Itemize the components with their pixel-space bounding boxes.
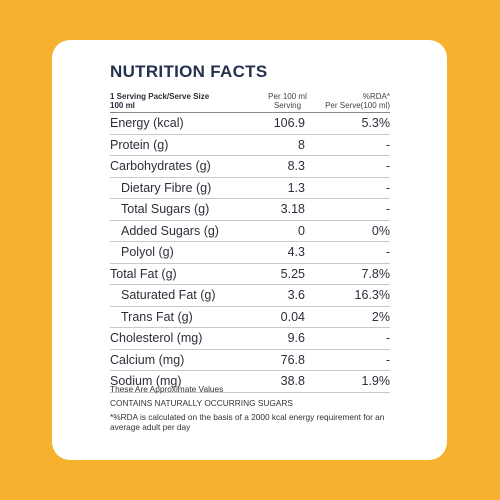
table-cell: - [385,159,390,174]
table-cell: 1.9% [361,374,391,389]
table-row: Calcium (mg) 76.8 - [110,350,390,371]
table-cell: Energy (kcal) [110,116,184,131]
table-cell: 0.04 [280,309,305,324]
table-cell: - [385,331,390,346]
table-cell: 1.3 [287,180,305,195]
table-cell: 3.18 [280,202,305,217]
table-cell: Calcium (mg) [110,352,185,367]
table-cell: 5.3% [361,116,391,131]
table-cell: - [385,180,390,195]
table-cell: 5.25 [280,266,305,281]
header-line: 100 ml [110,101,135,110]
table-row: Total Sugars (g) 3.18 - [110,199,390,221]
table-cell: 106.9 [273,116,305,131]
table-row: Cholesterol (mg) 9.6 - [110,328,390,350]
table-cell: Dietary Fibre (g) [121,180,212,195]
table-row: Trans Fat (g) 0.04 2% [110,307,390,328]
table-cell: Total Sugars (g) [121,202,210,217]
table-row: Saturated Fat (g) 3.6 16.3% [110,285,390,307]
header-line: Serving [273,101,302,110]
table-cell: 16.3% [354,288,390,303]
footnote: CONTAINS NATURALLY OCCURRING SUGARS [110,398,293,408]
table-row: Sodium (mg) 38.8 1.9% [110,371,390,393]
table-cell: Cholesterol (mg) [110,331,203,346]
table-cell: Added Sugars (g) [121,223,219,238]
table-row: Energy (kcal) 106.9 5.3% [110,113,390,135]
table-cell: Carbohydrates (g) [110,159,211,174]
table-row: Protein (g) 8 - [110,135,390,156]
table-cell: 0% [371,223,390,238]
header-line: %RDA* [362,92,390,101]
table-cell: Total Fat (g) [110,266,177,281]
table-cell: - [385,137,390,152]
table-row: Carbohydrates (g) 8.3 - [110,156,390,178]
table-cell: 8 [298,137,305,152]
table-cell: 76.8 [280,352,305,367]
table-row: Dietary Fibre (g) 1.3 - [110,178,390,199]
table-cell: Protein (g) [110,137,169,152]
header-cell: %RDA* Per Serve(100 ml) [325,92,390,110]
table-cell: - [385,352,390,367]
table-cell: 3.6 [287,288,305,303]
title: NUTRITION FACTS [110,62,268,81]
table-cell: Trans Fat (g) [121,309,193,324]
header-cell: 1 Serving Pack/Serve Size 100 ml [110,92,250,110]
header-line: Per 100 ml [268,92,307,101]
footer: These Are Approximate Values CONTAINS NAT… [110,384,410,436]
header-line: Per Serve(100 ml) [325,101,390,110]
table-header: 1 Serving Pack/Serve Size 100 ml Per 100 … [110,90,390,113]
table-cell: 8.3 [287,159,305,174]
table-cell: - [385,245,390,260]
footnote: These Are Approximate Values [110,384,224,394]
header-line: 1 Serving Pack/Serve Size [110,92,210,101]
table-cell: Sodium (mg) [110,374,182,389]
table-cell: 4.3 [287,245,305,260]
footnote: *%RDA is calculated on the basis of a 20… [110,412,385,432]
table-cell: 38.8 [280,374,305,389]
table-row: Total Fat (g) 5.25 7.8% [110,264,391,285]
table-cell: 7.8% [361,266,391,281]
table-cell: 9.6 [287,331,305,346]
table-cell: Saturated Fat (g) [121,288,216,303]
table-row: Added Sugars (g) 0 0% [110,221,390,242]
nutrition-table: 1 Serving Pack/Serve Size 100 ml Per 100 … [110,90,390,393]
card: NUTRITION FACTS 1 Serving Pack/Serve Siz… [52,40,447,460]
table-cell: 0 [298,223,305,238]
table-cell: 2% [371,309,390,324]
table-cell: - [385,202,390,217]
table-row: Polyol (g) 4.3 - [110,242,390,264]
table-cell: Polyol (g) [121,245,174,260]
header-cell: Per 100 ml Serving [250,92,325,110]
